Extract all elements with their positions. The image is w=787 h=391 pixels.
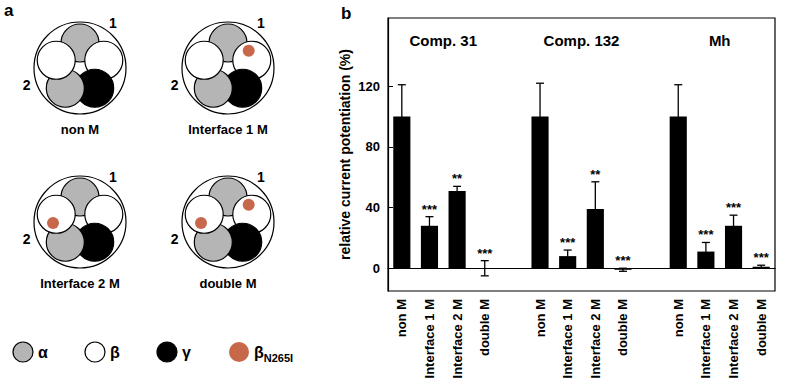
svg-text:double M: double M — [615, 299, 630, 356]
svg-text:1: 1 — [257, 169, 265, 185]
svg-text:Interface 2 M: Interface 2 M — [726, 299, 741, 378]
svg-text:**: ** — [452, 171, 463, 186]
svg-text:Interface 1 M: Interface 1 M — [560, 299, 575, 378]
svg-text:Interface 2 M: Interface 2 M — [40, 276, 119, 291]
svg-text:Comp. 31: Comp. 31 — [410, 32, 478, 49]
svg-text:β: β — [110, 344, 120, 361]
svg-text:Interface 1 M: Interface 1 M — [188, 122, 267, 137]
svg-text:Interface 2 M: Interface 2 M — [588, 299, 603, 378]
svg-text:a: a — [4, 1, 14, 20]
svg-text:80: 80 — [366, 139, 380, 154]
svg-text:40: 40 — [366, 200, 380, 215]
svg-text:double M: double M — [199, 276, 256, 291]
svg-text:***: *** — [560, 235, 576, 250]
svg-text:γ: γ — [182, 344, 191, 361]
svg-text:***: *** — [698, 227, 714, 242]
svg-text:non M: non M — [671, 299, 686, 337]
svg-text:Interface 2 M: Interface 2 M — [450, 299, 465, 378]
svg-text:***: *** — [422, 202, 438, 217]
svg-text:relative current potentiation: relative current potentiation (%) — [337, 49, 353, 260]
svg-text:1: 1 — [257, 15, 265, 31]
svg-text:1: 1 — [109, 169, 117, 185]
svg-text:2: 2 — [23, 231, 31, 247]
svg-text:2: 2 — [171, 77, 179, 93]
svg-text:**: ** — [590, 167, 601, 182]
svg-text:non M: non M — [61, 122, 99, 137]
svg-text:***: *** — [726, 200, 742, 215]
svg-text:double M: double M — [754, 299, 769, 356]
svg-text:1: 1 — [109, 15, 117, 31]
svg-text:b: b — [341, 4, 351, 23]
svg-text:***: *** — [615, 253, 631, 268]
svg-text:2: 2 — [23, 77, 31, 93]
svg-text:***: *** — [754, 250, 770, 265]
svg-text:0: 0 — [373, 261, 380, 276]
svg-text:βN265I: βN265I — [254, 344, 293, 364]
svg-text:***: *** — [477, 246, 493, 261]
svg-text:non M: non M — [394, 299, 409, 337]
svg-text:120: 120 — [358, 79, 380, 94]
svg-text:Interface 1 M: Interface 1 M — [422, 299, 437, 378]
svg-text:Comp. 132: Comp. 132 — [544, 32, 620, 49]
svg-text:2: 2 — [171, 231, 179, 247]
svg-text:double M: double M — [477, 299, 492, 356]
svg-text:non M: non M — [533, 299, 548, 337]
svg-text:α: α — [38, 344, 48, 361]
svg-text:Interface 1 M: Interface 1 M — [698, 299, 713, 378]
svg-text:Mh: Mh — [709, 32, 731, 49]
